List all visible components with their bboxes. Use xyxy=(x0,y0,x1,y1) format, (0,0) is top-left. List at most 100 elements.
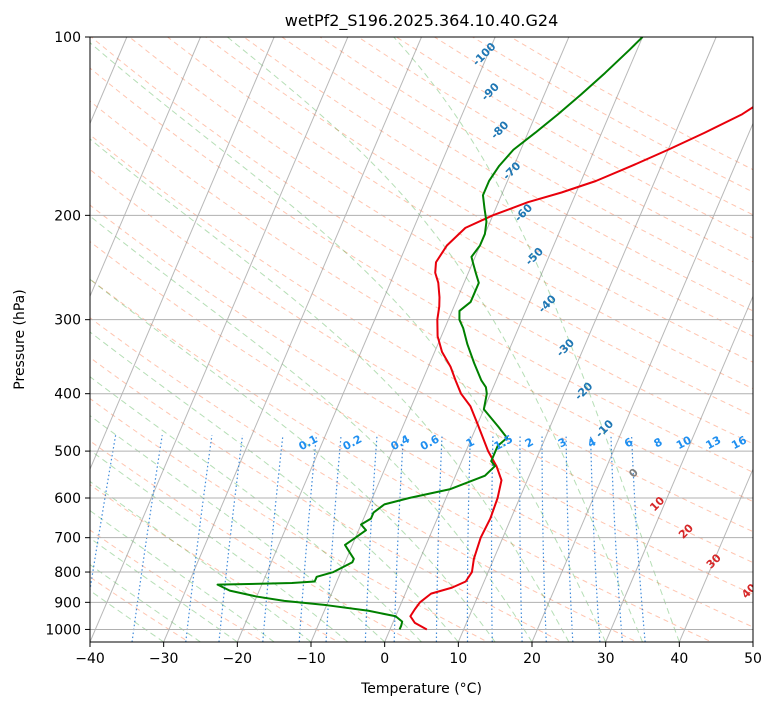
x-tick-label: 50 xyxy=(744,651,762,667)
isotherm-line xyxy=(90,37,201,298)
mixing-ratio-label: 0.2 xyxy=(341,432,364,453)
mixing-ratio-label: 0.1 xyxy=(297,432,320,453)
mixing-ratio-label: 20 xyxy=(755,433,775,452)
dry-adiabat-line xyxy=(90,37,753,445)
mixing-ratio-line xyxy=(185,435,213,642)
mixing-ratio-line xyxy=(490,435,494,642)
dry-adiabat-line xyxy=(90,356,564,642)
mixing-ratio-label: 10 xyxy=(674,433,694,452)
isotherm-line xyxy=(384,37,643,642)
mixing-ratio-line xyxy=(541,435,547,642)
annotation-group: -100-90-80-70-60-50-40-30-20-100.1 0.2 0.4… xyxy=(297,40,775,601)
moist-adiabat-line xyxy=(227,37,643,642)
dry-adiabat-line xyxy=(281,37,753,312)
y-tick-label: 300 xyxy=(54,313,81,329)
isotherm-label: -30 xyxy=(554,336,577,359)
dry-adiabat-line xyxy=(90,440,414,642)
y-axis-label: Pressure (hPa) xyxy=(12,289,28,389)
x-tick-label: 30 xyxy=(597,651,615,667)
chart-title: wetPf2_S196.2025.364.10.40.G24 xyxy=(285,11,559,31)
y-tick-label: 500 xyxy=(54,444,81,460)
x-axis-label: Temperature (°C) xyxy=(360,681,482,697)
isotherm-line xyxy=(163,37,422,642)
dry-adiabat-line xyxy=(319,37,753,287)
x-tick-label: 10 xyxy=(449,651,467,667)
mixing-ratio-line xyxy=(519,435,523,642)
pressure-grid xyxy=(90,37,753,630)
moist-adiabat-line xyxy=(90,509,275,642)
moist-adiabat-line xyxy=(90,537,238,642)
moist-adiabat-line xyxy=(90,376,422,642)
moist-adiabat-line xyxy=(90,564,201,642)
mixing-ratio-label: 6 xyxy=(622,435,635,450)
mixing-ratio-line xyxy=(630,435,646,642)
dry-adiabat-line xyxy=(167,37,753,390)
isotherm-label: -10 xyxy=(593,417,616,440)
isotherm-line xyxy=(752,640,753,642)
dry-adiabat-line xyxy=(243,37,753,337)
y-tick-label: 200 xyxy=(54,208,81,224)
mixing-ratio-line xyxy=(218,435,244,642)
y-tick-label: 100 xyxy=(54,30,81,46)
dry-adiabat-line xyxy=(510,37,753,171)
mixing-ratio-line xyxy=(364,435,378,642)
mixing-ratio-label: 13 xyxy=(704,433,724,452)
mixing-ratio-line xyxy=(298,435,318,642)
dry-adiabat-line xyxy=(90,134,753,533)
isotherm-line xyxy=(605,295,753,642)
temperature-profile-line xyxy=(409,106,753,631)
dry-adiabat-label: 0 xyxy=(626,466,641,481)
dry-adiabat-line xyxy=(90,278,713,642)
mixing-ratio-label: 2 xyxy=(523,435,536,450)
mixing-ratio-line xyxy=(131,435,163,642)
isotherm-label: -50 xyxy=(523,245,546,268)
dry-adiabat-label: 30 xyxy=(704,551,724,571)
mixing-ratio-line xyxy=(565,435,574,642)
dry-adiabat-line xyxy=(90,241,753,628)
mixing-ratio-label: 16 xyxy=(729,433,749,452)
plot-frame xyxy=(89,36,754,643)
isotherm-line xyxy=(678,467,753,642)
dry-adiabat-line xyxy=(205,37,753,363)
moist-adiabat-line xyxy=(90,42,607,642)
mixing-ratio-label: 1 xyxy=(464,435,477,450)
isotherm-label: -80 xyxy=(488,118,511,141)
y-tick-label: 400 xyxy=(54,387,81,403)
y-tick-label: 1000 xyxy=(45,622,81,638)
mixing-ratio-line xyxy=(590,435,601,642)
isotherm-label: -100 xyxy=(470,40,499,69)
mixing-ratio-label: 0.4 xyxy=(389,432,413,453)
x-tick-label: 20 xyxy=(523,651,541,667)
x-tick-label: 0 xyxy=(380,651,389,667)
x-tick-label: −40 xyxy=(75,651,105,667)
mixing-ratio-label: 8 xyxy=(652,435,665,450)
isotherm-line xyxy=(90,37,349,642)
moist-adiabat-line xyxy=(393,37,680,642)
mixing-ratio-line xyxy=(90,435,117,594)
isotherm-line xyxy=(236,37,496,642)
dry-adiabat-line xyxy=(396,37,753,239)
y-axis: 100 200 300 400 500 600 700 800 900 1000 xyxy=(45,30,90,638)
mixing-ratio-line xyxy=(610,435,623,642)
mixing-ratio-label: 1.5 xyxy=(492,432,515,453)
isotherm-line xyxy=(310,37,570,642)
dewpoint-profile-line xyxy=(216,37,644,630)
dry-adiabat-label: 20 xyxy=(676,521,696,541)
isotherm-label: -20 xyxy=(572,379,595,402)
isotherm-label: -40 xyxy=(536,292,559,315)
x-tick-label: 40 xyxy=(670,651,688,667)
series-group xyxy=(216,37,753,631)
y-tick-label: 700 xyxy=(54,531,81,547)
isotherm-line xyxy=(531,122,753,642)
dry-adiabat-label: 10 xyxy=(647,494,667,514)
isotherm-label: -60 xyxy=(512,201,535,224)
y-tick-label: 800 xyxy=(54,565,81,581)
dry-adiabat-line xyxy=(90,100,753,503)
dry-adiabat-line xyxy=(90,204,753,595)
x-tick-label: −10 xyxy=(296,651,326,667)
y-tick-label: 900 xyxy=(54,595,81,611)
isotherm-line xyxy=(457,37,717,642)
mixing-ratio-line xyxy=(466,435,471,642)
x-tick-label: −20 xyxy=(223,651,253,667)
